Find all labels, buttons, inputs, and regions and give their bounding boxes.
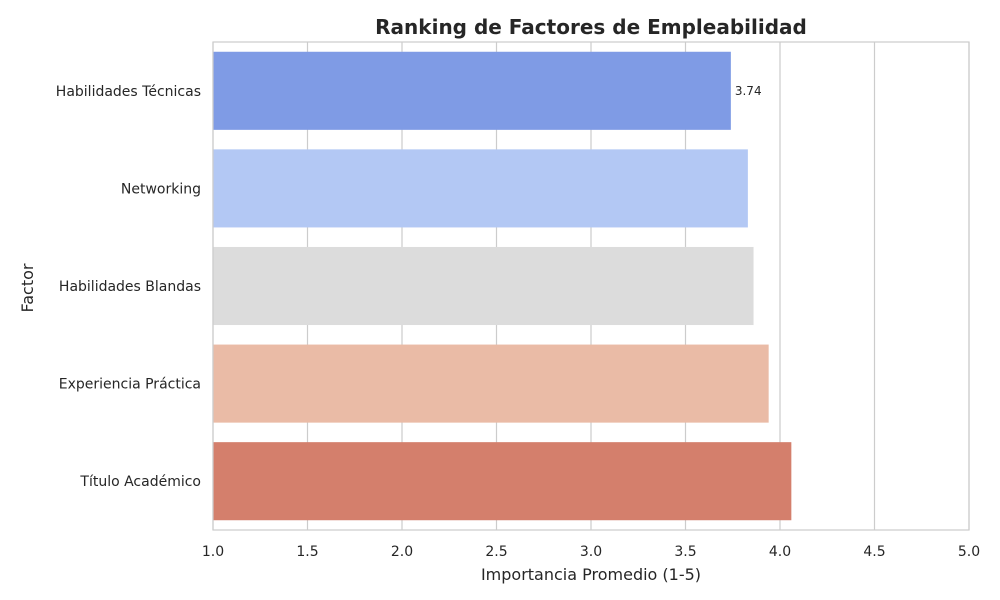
bar (213, 246, 754, 326)
y-tick-label: Título Académico (79, 474, 201, 490)
y-tick-labels: Habilidades Técnicas Networking Habilidade… (56, 84, 201, 490)
bar (213, 51, 731, 130)
y-axis-label: Factor (18, 263, 37, 312)
x-tick-label: 2.5 (485, 544, 507, 560)
chart-title: Ranking de Factores de Empleabilidad (375, 15, 807, 39)
x-tick-labels: 1.0 1.5 2.0 2.5 3.0 3.5 4.0 4.5 5.0 (202, 544, 980, 560)
bar (213, 344, 769, 423)
x-tick-label: 2.0 (391, 544, 413, 560)
data-labels: 3.74 (735, 84, 762, 98)
x-tick-label: 4.5 (863, 544, 885, 560)
y-tick-label: Habilidades Técnicas (56, 84, 201, 100)
y-tick-label: Networking (121, 181, 201, 197)
x-tick-label: 1.5 (296, 544, 318, 560)
y-tick-label: Experiencia Práctica (59, 377, 201, 393)
x-tick-label: 1.0 (202, 544, 224, 560)
y-tick-label: Habilidades Blandas (59, 279, 201, 295)
bar-series (213, 51, 792, 521)
x-tick-label: 3.5 (674, 544, 696, 560)
x-tick-label: 4.0 (769, 544, 791, 560)
x-tick-label: 5.0 (958, 544, 980, 560)
bar (213, 149, 748, 228)
x-axis-label: Importancia Promedio (1-5) (481, 565, 701, 584)
x-tick-label: 3.0 (580, 544, 602, 560)
bar (213, 442, 792, 521)
data-label: 3.74 (735, 84, 762, 98)
plot-frame (212, 41, 970, 531)
